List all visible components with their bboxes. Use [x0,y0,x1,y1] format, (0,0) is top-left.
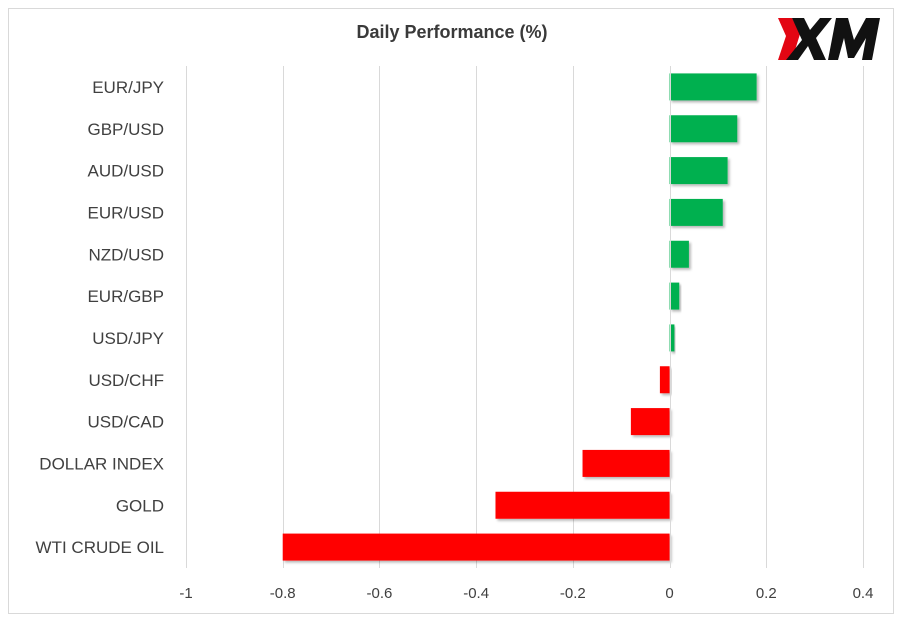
category-label: WTI CRUDE OIL [36,538,164,557]
bar [495,491,670,519]
category-label: USD/JPY [92,329,164,348]
bar [669,282,680,310]
category-label: NZD/USD [88,245,164,264]
category-label: GOLD [116,496,164,515]
category-label: EUR/USD [87,203,164,222]
x-tick-label: 0.4 [853,585,874,602]
category-label: AUD/USD [87,162,164,181]
logo-m-icon [828,18,880,60]
category-label: EUR/GBP [87,287,164,306]
x-tick-label: -0.8 [270,585,296,602]
bar [282,533,670,561]
x-tick-label: -0.4 [463,585,489,602]
category-label: USD/CAD [87,413,164,432]
bar [630,408,670,436]
bar [669,198,723,226]
x-tick-label: 0 [665,585,673,602]
x-tick-label: -0.6 [366,585,392,602]
category-label: USD/CHF [88,371,164,390]
category-label: DOLLAR INDEX [39,454,164,473]
x-tick-label: -1 [179,585,192,602]
x-tick-label: -0.2 [560,585,586,602]
bar [659,366,670,394]
bar [669,324,675,352]
xm-logo [778,18,880,60]
chart-title: Daily Performance (%) [356,22,548,42]
bar [669,240,689,268]
logo-x-icon [786,18,832,60]
bar [669,115,738,143]
category-label: EUR/JPY [92,78,164,97]
bar [669,157,728,185]
bar [669,73,757,101]
x-tick-label: 0.2 [756,585,777,602]
chart-frame [8,8,894,614]
category-label: GBP/USD [87,120,164,139]
bar [582,449,670,477]
